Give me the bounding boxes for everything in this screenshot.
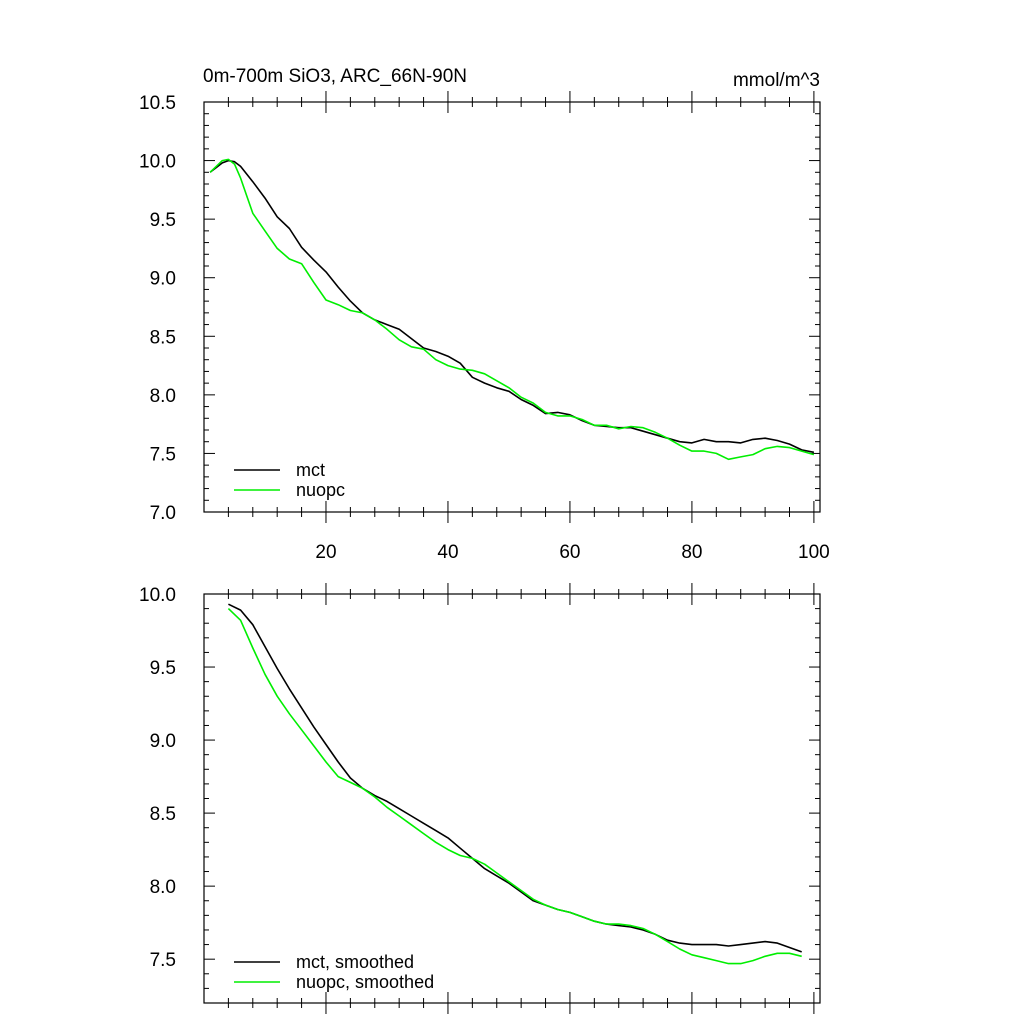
y-tick-label: 10.0 xyxy=(139,585,176,606)
series-line-nuopc-smoothed xyxy=(227,608,802,965)
y-tick-label: 7.5 xyxy=(150,950,176,971)
y-tick-label: 8.0 xyxy=(150,386,176,407)
units-label: mmol/m^3 xyxy=(733,70,820,91)
x-tick-label: 40 xyxy=(437,542,458,563)
legend-label: mct xyxy=(296,460,325,480)
y-tick-label: 7.0 xyxy=(150,503,176,524)
y-tick-label: 9.5 xyxy=(150,210,176,231)
y-tick-label: 10.5 xyxy=(139,93,176,114)
y-tick-label: 8.5 xyxy=(150,804,176,825)
x-tick-label: 80 xyxy=(681,542,702,563)
y-tick-label: 9.5 xyxy=(150,658,176,679)
y-tick-label: 7.5 xyxy=(150,444,176,465)
y-tick-label: 9.0 xyxy=(150,269,176,290)
series-line-mct xyxy=(209,159,815,454)
x-tick-label: 100 xyxy=(798,542,830,563)
legend-label: nuopc xyxy=(296,480,345,500)
series-line-mct-smoothed xyxy=(228,603,802,953)
y-tick-label: 8.5 xyxy=(150,327,176,348)
plot-frame xyxy=(203,101,821,513)
legend-label: nuopc, smoothed xyxy=(296,972,434,992)
series-line-nuopc xyxy=(209,158,815,461)
chart-title: 0m-700m SiO3, ARC_66N-90N xyxy=(203,66,467,87)
x-tick-label: 20 xyxy=(315,542,336,563)
y-tick-label: 9.0 xyxy=(150,731,176,752)
x-tick-label: 60 xyxy=(559,542,580,563)
plot-frame xyxy=(203,593,821,1004)
y-tick-label: 8.0 xyxy=(150,877,176,898)
y-tick-label: 10.0 xyxy=(139,152,176,173)
chart-panel-top: 0m-700m SiO3, ARC_66N-90N mmol/m^3 7.0 7.… xyxy=(139,66,830,563)
legend-label: mct, smoothed xyxy=(296,952,414,972)
